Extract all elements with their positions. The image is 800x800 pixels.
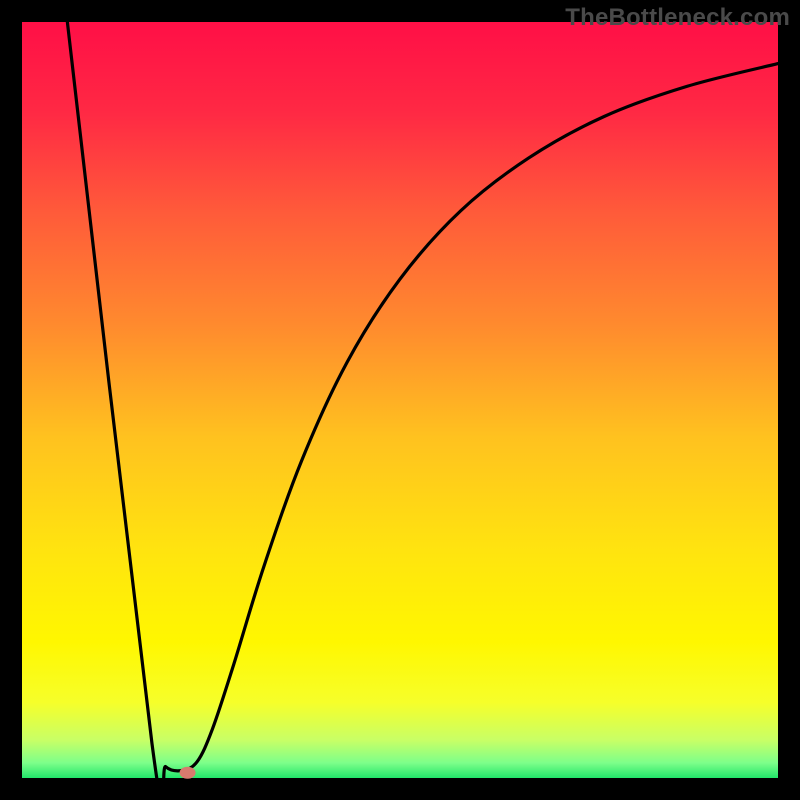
optimum-marker [180, 767, 196, 779]
chart-background [22, 22, 778, 778]
chart-frame: TheBottleneck.com [0, 0, 800, 800]
bottleneck-chart [0, 0, 800, 800]
